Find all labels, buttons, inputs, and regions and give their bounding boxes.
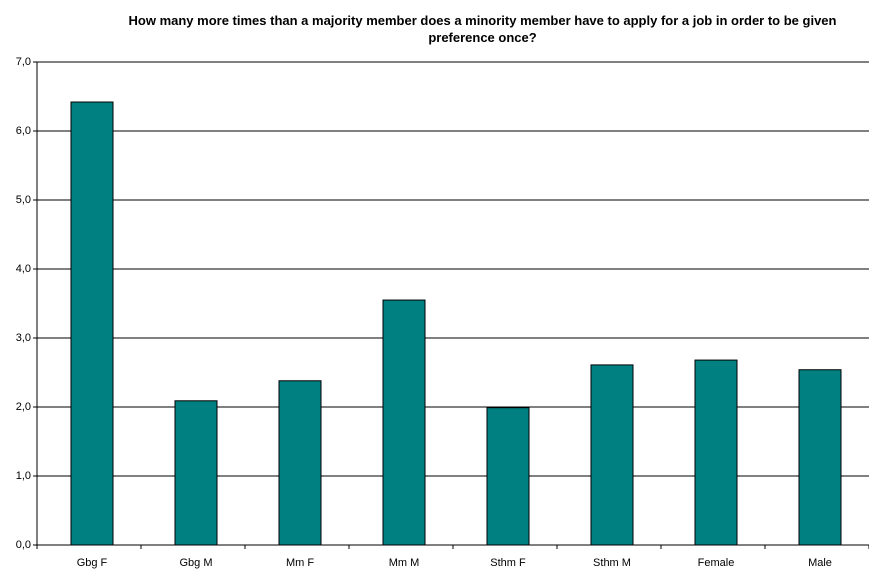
y-tick-label: 0,0 bbox=[16, 539, 31, 551]
bar bbox=[382, 299, 426, 546]
y-tick-label: 3,0 bbox=[16, 332, 31, 344]
x-tick-label: Mm F bbox=[286, 557, 314, 569]
y-tick-label: 1,0 bbox=[16, 470, 31, 482]
bar bbox=[174, 400, 218, 546]
y-tick-label: 7,0 bbox=[16, 56, 31, 68]
bar bbox=[278, 380, 322, 546]
y-tick-label: 4,0 bbox=[16, 263, 31, 275]
bar bbox=[798, 369, 842, 546]
bar bbox=[590, 364, 634, 546]
chart-title: How many more times than a majority memb… bbox=[128, 13, 837, 45]
x-tick-label: Female bbox=[698, 557, 735, 569]
y-tick-label: 5,0 bbox=[16, 194, 31, 206]
bar bbox=[70, 101, 114, 546]
x-tick-label: Sthm F bbox=[490, 557, 526, 569]
bar bbox=[694, 359, 738, 546]
x-tick-label: Mm M bbox=[389, 557, 420, 569]
x-tick-label: Male bbox=[808, 557, 832, 569]
bar bbox=[486, 407, 530, 546]
y-tick-label: 6,0 bbox=[16, 125, 31, 137]
x-tick-label: Sthm M bbox=[593, 557, 631, 569]
x-tick-label: Gbg M bbox=[179, 557, 212, 569]
x-tick-label: Gbg F bbox=[77, 557, 108, 569]
y-tick-label: 2,0 bbox=[16, 401, 31, 413]
